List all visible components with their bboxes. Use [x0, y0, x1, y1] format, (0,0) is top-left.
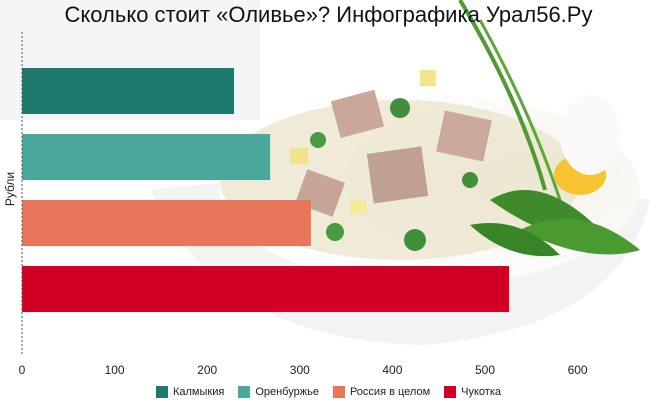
bar-2: [22, 134, 271, 180]
legend-item-2: Оренбуржье: [238, 386, 319, 398]
legend-swatch: [444, 386, 457, 398]
legend-label: Оренбуржье: [255, 386, 319, 398]
x-tick-label-5: 400: [382, 363, 402, 377]
chart-legend: Калмыкия Оренбуржье Россия в целом Чукотка: [0, 386, 657, 398]
legend-label: Россия в целом: [349, 386, 431, 398]
x-tick-label-2: 100: [105, 363, 125, 377]
bar-1: [22, 68, 235, 114]
legend-label: Чукотка: [461, 386, 501, 398]
bar-3: [22, 200, 311, 246]
legend-item-4: Чукотка: [444, 386, 501, 398]
x-tick-label-6: 500: [475, 363, 495, 377]
chart-title: Сколько стоит «Оливье»? Инфографика Урал…: [64, 2, 593, 27]
x-tick-label-4: 300: [290, 363, 310, 377]
bar-4: [22, 266, 510, 312]
x-tick-label-3: 200: [197, 363, 217, 377]
x-tick-label-1: 0: [19, 363, 26, 377]
legend-item-1: Калмыкия: [155, 386, 225, 398]
legend-swatch: [238, 386, 251, 398]
legend-swatch: [155, 386, 168, 398]
legend-item-3: Россия в целом: [332, 386, 431, 398]
legend-swatch: [332, 386, 345, 398]
legend-label: Калмыкия: [172, 386, 225, 398]
x-tick-label-7: 600: [568, 363, 588, 377]
